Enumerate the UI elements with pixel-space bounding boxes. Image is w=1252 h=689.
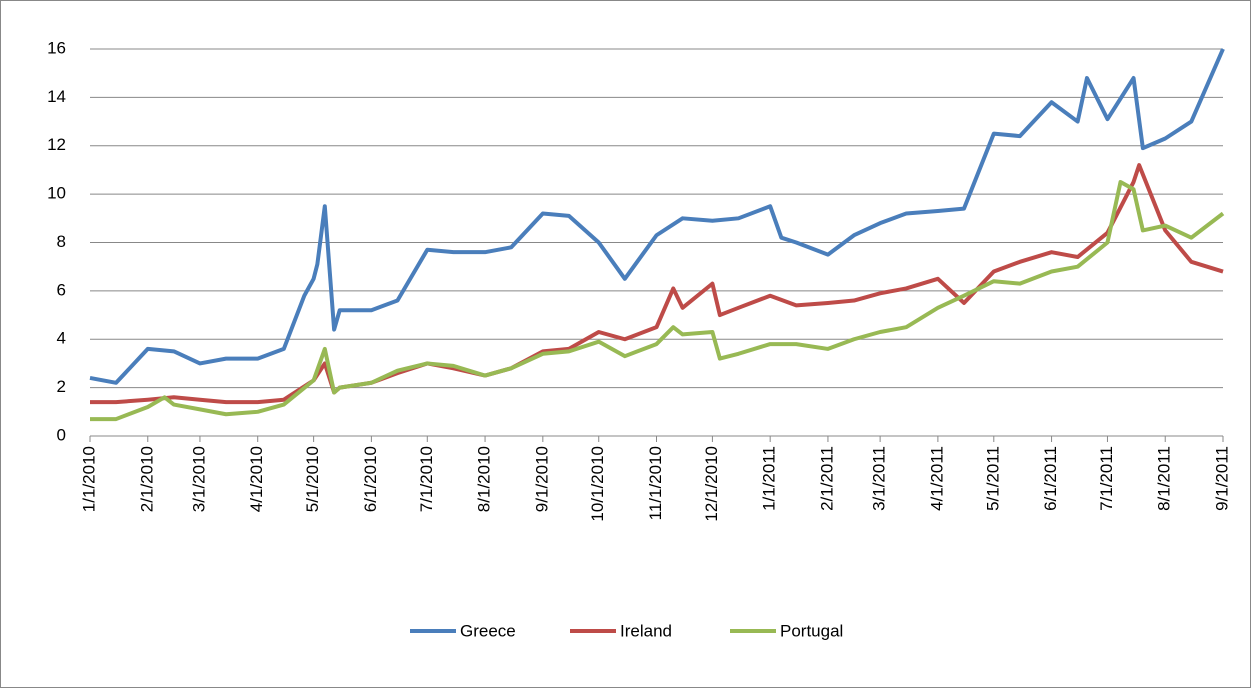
y-tick-label: 12 — [47, 135, 66, 154]
x-tick-label: 8/1/2011 — [1155, 446, 1174, 511]
y-tick-label: 4 — [57, 329, 66, 348]
legend-label: Ireland — [620, 621, 672, 640]
x-tick-label: 4/1/2010 — [247, 446, 266, 512]
x-tick-label: 3/1/2011 — [870, 446, 889, 511]
series-line — [89, 48, 1225, 385]
legend-label: Portugal — [780, 621, 843, 640]
y-tick-label: 8 — [57, 232, 66, 251]
y-tick-label: 2 — [57, 377, 66, 396]
x-tick-label: 10/1/2010 — [588, 446, 607, 522]
x-tick-label: 5/1/2010 — [303, 446, 322, 512]
y-tick-label: 14 — [47, 87, 66, 106]
x-tick-label: 12/1/2010 — [702, 446, 721, 522]
x-tick-label: 9/1/2010 — [532, 446, 551, 512]
y-tick-label: 6 — [57, 280, 66, 299]
x-tick-label: 7/1/2011 — [1097, 446, 1116, 511]
legend-label: Greece — [460, 621, 516, 640]
x-tick-label: 4/1/2011 — [927, 446, 946, 511]
series-line — [90, 180, 1225, 422]
x-tick-label: 9/1/2011 — [1212, 446, 1231, 511]
x-tick-label: 3/1/2010 — [189, 446, 208, 512]
y-tick-label: 10 — [47, 184, 66, 203]
x-tick-label: 7/1/2010 — [417, 446, 436, 512]
x-tick-label: 5/1/2011 — [983, 446, 1002, 511]
y-tick-label: 0 — [57, 425, 66, 444]
x-tick-label: 2/1/2011 — [817, 446, 836, 511]
x-tick-label: 11/1/2010 — [646, 446, 665, 520]
x-tick-label: 1/1/2010 — [79, 446, 98, 512]
y-tick-label: 16 — [47, 38, 66, 57]
x-tick-label: 8/1/2010 — [475, 446, 494, 512]
x-tick-label: 6/1/2010 — [361, 446, 380, 512]
x-tick-label: 6/1/2011 — [1041, 446, 1060, 511]
x-tick-label: 2/1/2010 — [137, 446, 156, 512]
x-tick-label: 1/1/2011 — [760, 446, 779, 511]
